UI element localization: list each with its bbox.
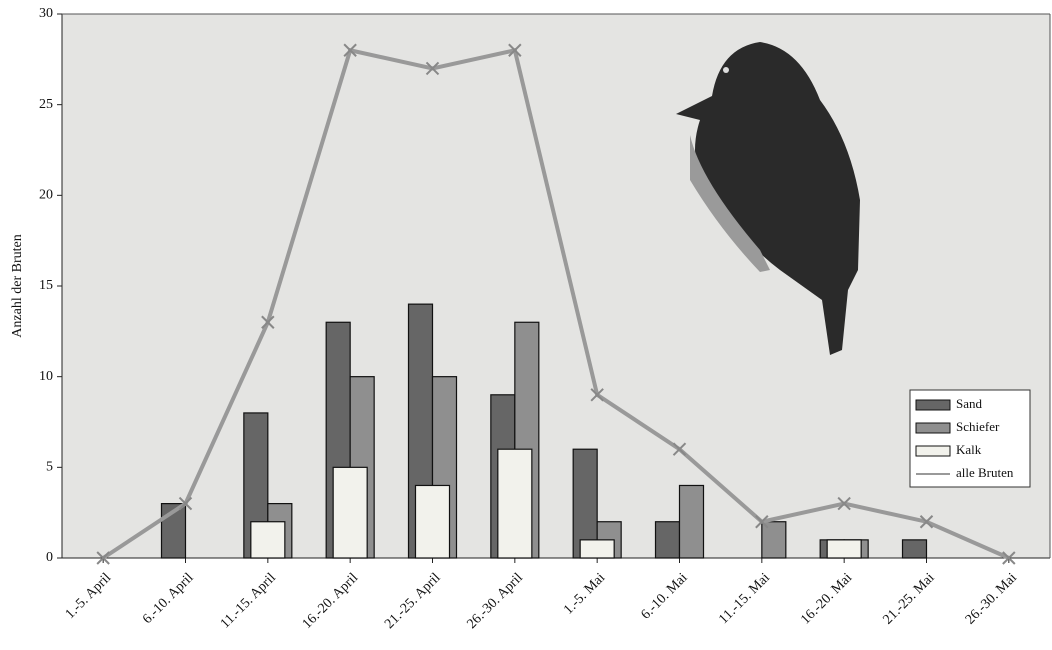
x-tick-label: 21.-25. April [382, 570, 444, 632]
x-tick-label: 16.-20. Mai [798, 570, 855, 627]
x-tick-label: 11.-15. April [218, 570, 279, 631]
legend: Sand Schiefer Kalk alle Bruten [910, 390, 1030, 487]
x-tick-label: 16.-20. April [300, 570, 362, 632]
bar [251, 522, 285, 558]
legend-swatch [916, 446, 950, 456]
x-tick-label: 26.-30. Mai [963, 570, 1020, 627]
y-axis-label: Anzahl der Bruten [10, 234, 25, 337]
x-tick-label: 6.-10. April [140, 570, 197, 627]
y-tick-label: 25 [39, 97, 53, 112]
x-tick-label: 26.-30. April [464, 570, 526, 632]
bar [827, 540, 861, 558]
y-tick-label: 15 [39, 278, 53, 293]
x-tick-label: 11.-15. Mai [716, 570, 773, 627]
x-tick-label: 21.-25. Mai [881, 570, 938, 627]
legend-swatch [916, 400, 950, 410]
legend-label: Kalk [956, 442, 982, 457]
y-tick-label: 20 [39, 188, 53, 203]
y-tick-label: 0 [46, 550, 53, 565]
bar [333, 467, 367, 558]
bar [656, 522, 680, 558]
bird-eye [723, 67, 729, 73]
bar [903, 540, 927, 558]
bar [498, 449, 532, 558]
x-tick-label: 1.-5. April [63, 570, 115, 622]
y-tick-label: 30 [39, 6, 53, 21]
bar [762, 522, 786, 558]
x-tick-label: 1.-5. Mai [561, 570, 608, 617]
bar [580, 540, 614, 558]
legend-label: Schiefer [956, 419, 1000, 434]
legend-swatch [916, 423, 950, 433]
y-tick-label: 10 [39, 369, 53, 384]
chart: Anzahl der Bruten Sand Schiefer Kalk alle B… [0, 0, 1052, 650]
plot-area [62, 14, 1050, 558]
legend-label: Sand [956, 396, 983, 411]
y-tick-label: 5 [46, 460, 53, 475]
x-tick-label: 6.-10. Mai [638, 570, 690, 622]
legend-label: alle Bruten [956, 465, 1014, 480]
bar [680, 485, 704, 558]
bar [416, 485, 450, 558]
